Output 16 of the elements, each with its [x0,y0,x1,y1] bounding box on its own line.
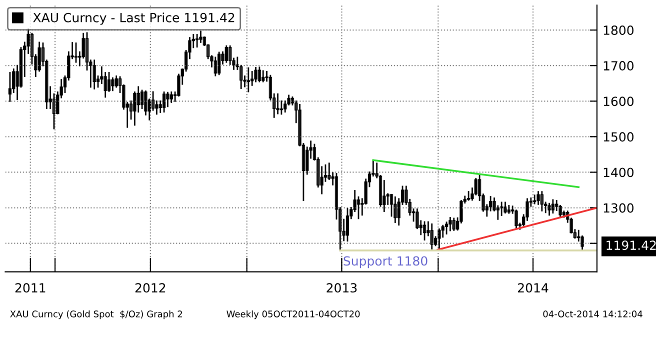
annotation: Support 1180 [344,256,428,268]
text: 1191.42 [606,240,656,250]
text: Weekly 05OCT2011-04OCT20 [226,310,360,320]
x-tick-label: 2013 [326,283,357,293]
y-tick-label: 1800 [604,26,634,35]
y-tick-label: 1700 [604,61,634,71]
legend-label: XAU Curncy - Last Price 1191.42 [33,12,234,25]
y-tick-label: 1400 [604,168,634,178]
x-tick-label: 2012 [135,283,166,293]
y-tick-label: 1300 [604,203,634,213]
text: XAU Curncy (Gold Spot $/Oz) Graph 2 [10,310,182,320]
y-tick-label: 1600 [604,96,634,106]
x-tick-label: 2014 [518,283,548,293]
text: 04-Oct-2014 14:12:04 [543,310,642,318]
y-tick-label: 1500 [604,132,634,142]
x-tick-label: 2011 [15,283,46,293]
